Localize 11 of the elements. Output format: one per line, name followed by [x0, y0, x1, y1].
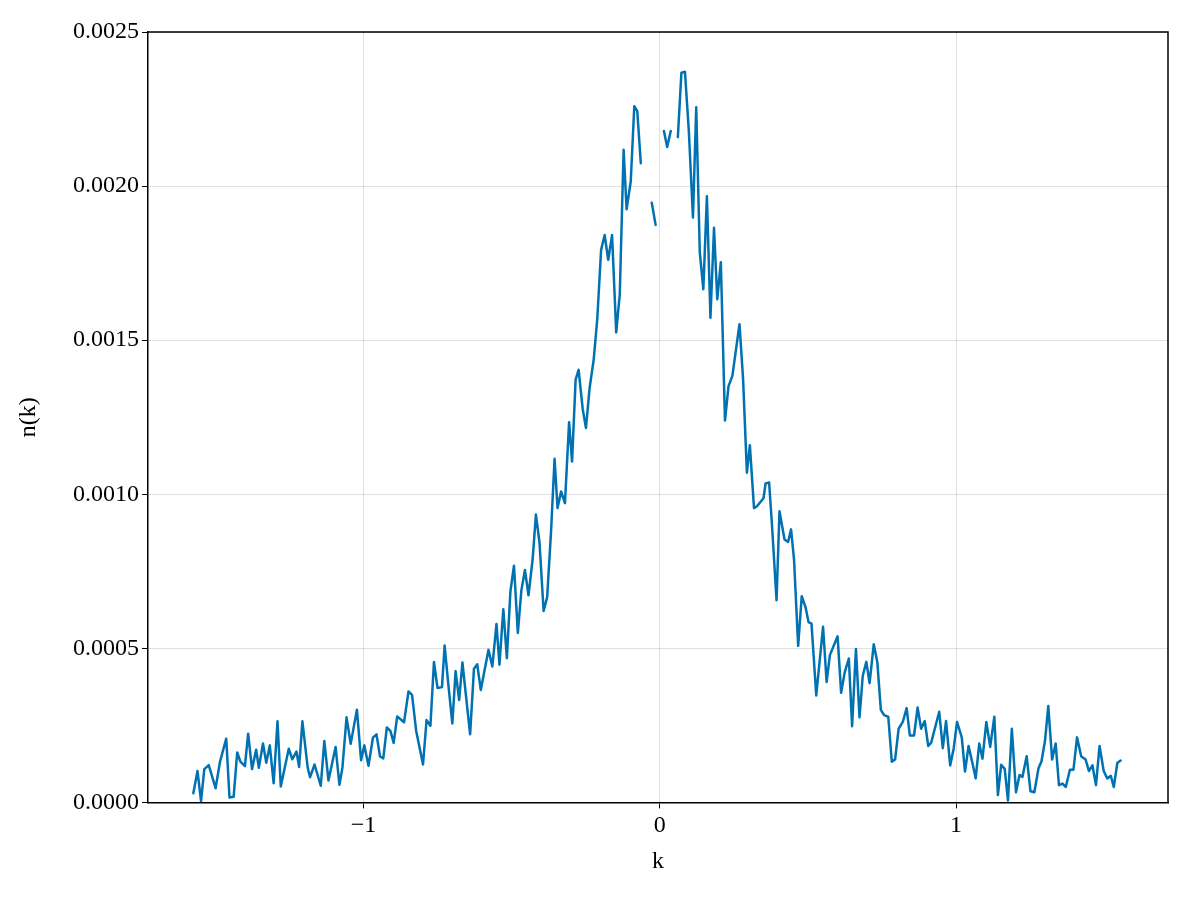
x-tick-label: 0 [653, 811, 666, 838]
y-tick-label: 0.0010 [73, 479, 139, 506]
x-axis-title: k [652, 846, 664, 873]
x-tick-label: −1 [350, 811, 377, 838]
y-tick-label: 0.0025 [73, 17, 139, 44]
x-tick-label: 1 [950, 811, 963, 838]
y-tick-label: 0.0005 [73, 633, 139, 660]
y-tick-label: 0.0015 [73, 325, 139, 352]
y-tick-label: 0.0000 [73, 787, 139, 814]
y-tick-label: 0.0020 [73, 171, 139, 198]
y-axis-title: n(k) [13, 397, 40, 438]
